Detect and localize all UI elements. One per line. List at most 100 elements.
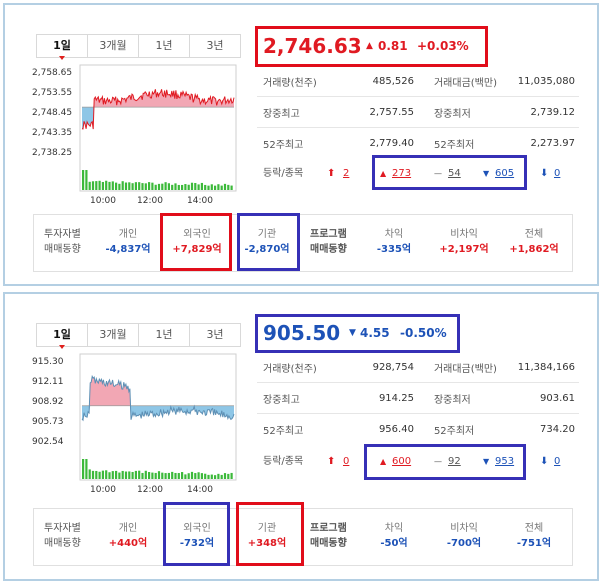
volume-bar [164, 182, 167, 190]
volume-bar [167, 472, 170, 479]
volume-bar [184, 184, 187, 190]
volume-bar [200, 473, 203, 479]
nonarbitrage-value: -700억 [446, 538, 482, 549]
volume-bar [108, 181, 111, 190]
lower-limit-icon: ⬇ [540, 456, 549, 467]
flat-icon: — [434, 457, 442, 466]
program-trend-label: 프로그램 매매동향 [310, 227, 360, 257]
index-panel-2: 1일 3개월 1년 3년 915.30 912.11 908.92 905.73… [3, 292, 599, 581]
volume-bar [105, 180, 108, 190]
tab-1day[interactable]: 1일 [37, 35, 88, 60]
investor-trend-label: 투자자별 매매동향 [44, 227, 94, 257]
volume-bar [111, 181, 114, 190]
volume-bar [128, 471, 131, 479]
stat-value: 928,754 [335, 352, 418, 383]
flat-count[interactable]: 92 [448, 456, 461, 467]
arbitrage-cell: 차익 -335억 [366, 227, 422, 257]
nonarbitrage-label: 비차익 [450, 523, 478, 534]
volume-bar [115, 470, 118, 479]
tab-1year[interactable]: 1년 [139, 35, 190, 57]
tab-3month[interactable]: 3개월 [88, 324, 139, 346]
volume-bar [200, 182, 203, 190]
change-percent: +0.03% [417, 39, 469, 53]
investor-label-line1: 투자자별 [44, 523, 81, 534]
volume-bar [157, 471, 161, 479]
rise-count[interactable]: 273 [392, 168, 412, 179]
program-label-line2: 매매동향 [310, 244, 347, 255]
change-arrow: ▼ [349, 328, 356, 338]
upper-limit-count[interactable]: 0 [343, 456, 350, 467]
lower-limit-count[interactable]: 0 [554, 168, 561, 179]
fall-count[interactable]: 605 [495, 168, 515, 179]
foreign-highlight-box [160, 213, 232, 271]
stat-value: 2,779.40 [369, 137, 414, 149]
volume-bar [220, 474, 223, 479]
program-total-cell: 전체 -751억 [502, 521, 566, 551]
volume-bar [217, 473, 220, 479]
volume-bar [151, 472, 154, 479]
intraday-chart: 2,758.65 2,753.55 2,748.45 2,743.35 2,73… [32, 64, 237, 206]
volume-bar [230, 185, 233, 190]
y-tick-label: 2,743.35 [32, 128, 72, 138]
tab-1year[interactable]: 1년 [139, 324, 190, 346]
stat-label: 52주최고 [263, 425, 304, 437]
program-label-line1: 프로그램 [310, 229, 347, 240]
tab-3year[interactable]: 3년 [206, 39, 224, 52]
flat-count[interactable]: 54 [448, 168, 461, 179]
x-tick-label: 12:00 [137, 485, 163, 495]
upper-limit-icon: ⬆ [327, 168, 336, 179]
stat-value: 914.25 [335, 382, 418, 414]
price-line [81, 374, 235, 422]
individual-value: -4,837억 [105, 244, 151, 255]
foreign-cell: 외국인 -732억 [167, 521, 227, 551]
breadth-label: 등락/종목 [263, 456, 304, 467]
volume-bar [190, 182, 194, 190]
foreign-label: 외국인 [183, 523, 211, 534]
y-tick-label: 902.54 [32, 437, 64, 447]
tab-1day[interactable]: 1일 [37, 324, 88, 349]
volume-bar [227, 473, 230, 479]
volume-bar [121, 181, 124, 190]
stat-value: 2,757.55 [335, 96, 418, 128]
upper-limit-count[interactable]: 2 [343, 168, 350, 179]
program-total-label: 전체 [524, 229, 544, 240]
fall-count[interactable]: 953 [495, 456, 515, 467]
volume-bar [144, 470, 147, 479]
change-value: 0.81 [378, 39, 408, 53]
y-tick-label: 912.11 [32, 377, 64, 387]
tab-3month[interactable]: 3개월 [88, 35, 139, 57]
change-value: 4.55 [360, 326, 390, 340]
y-tick-label: 915.30 [32, 357, 64, 367]
volume-bars [82, 170, 233, 190]
rise-count[interactable]: 600 [392, 456, 412, 467]
volume-bar [95, 470, 98, 479]
nonarbitrage-value: +2,197억 [439, 244, 489, 255]
stats-row: 장중최고 2,757.55 장중최저 2,739.12 [257, 96, 579, 128]
tab-3year[interactable]: 3년 [206, 328, 224, 341]
volume-bar [210, 474, 213, 479]
volume-bar [210, 184, 213, 190]
stat-label: 52주최고 [263, 139, 304, 151]
breadth-highlight-box [372, 155, 527, 190]
volume-bar [204, 473, 207, 479]
change-percent: -0.50% [400, 326, 447, 340]
nonarbitrage-cell: 비차익 -700억 [432, 521, 496, 551]
individual-label: 개인 [118, 523, 138, 534]
lower-limit-count[interactable]: 0 [554, 456, 561, 467]
volume-bar [124, 471, 128, 479]
volume-bar [118, 183, 121, 190]
y-tick-label: 2,758.65 [32, 68, 72, 78]
stat-label: 장중최저 [417, 96, 518, 128]
stat-value: 956.40 [378, 423, 414, 435]
volume-bar [207, 185, 210, 190]
institution-highlight-box [236, 502, 304, 566]
stat-value: 2,739.12 [517, 96, 579, 128]
arbitrage-value: -50억 [380, 538, 408, 549]
institution-label: 기관 [257, 229, 277, 240]
volume-bar [101, 470, 104, 479]
volume-bar [138, 470, 141, 479]
volume-bar [164, 473, 167, 479]
volume-bar [148, 472, 151, 479]
nonarbitrage-cell: 비차익 +2,197억 [432, 227, 496, 257]
program-label-line2: 매매동향 [310, 538, 347, 549]
